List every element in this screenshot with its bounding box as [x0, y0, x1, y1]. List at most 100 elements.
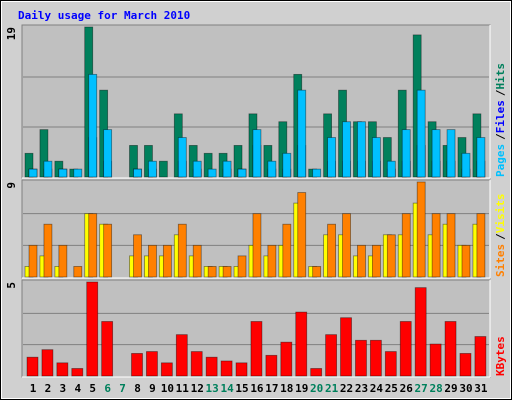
- x-tick-label: 16: [250, 382, 264, 395]
- bar: [446, 129, 456, 178]
- bar: [28, 244, 38, 278]
- x-tick-label: 11: [176, 382, 190, 395]
- bar: [327, 223, 337, 278]
- legend-entry: Pages: [494, 144, 507, 177]
- x-tick-label: 28: [429, 382, 442, 395]
- x-tick-label: 30: [459, 382, 472, 395]
- bar: [71, 368, 84, 377]
- bar: [43, 160, 53, 178]
- bar: [401, 213, 411, 278]
- bar: [474, 336, 487, 377]
- bar: [190, 351, 203, 377]
- x-tick-label: 26: [400, 382, 414, 395]
- chart-title: Daily usage for March 2010: [18, 9, 190, 22]
- bar: [431, 213, 441, 278]
- legend-entry: KBytes: [494, 336, 507, 376]
- bar: [192, 160, 202, 178]
- bar: [431, 129, 441, 178]
- bar: [384, 351, 397, 377]
- y-tick-label: 9: [5, 182, 18, 189]
- x-tick-label: 7: [119, 382, 126, 395]
- bar: [133, 234, 142, 278]
- bar: [133, 168, 142, 178]
- bar: [235, 362, 248, 377]
- bar: [357, 121, 366, 178]
- bar: [386, 234, 396, 278]
- x-tick-label: 1: [30, 382, 37, 395]
- bar: [88, 213, 98, 278]
- x-tick-label: 20: [310, 382, 323, 395]
- x-tick-label: 13: [206, 382, 219, 395]
- x-tick-label: 27: [415, 382, 428, 395]
- bar: [310, 368, 323, 377]
- bar: [340, 317, 352, 377]
- legend-entry: Hits: [494, 63, 507, 90]
- bar: [56, 362, 69, 377]
- x-tick-label: 19: [295, 382, 308, 395]
- bar: [267, 244, 277, 278]
- bar: [43, 223, 53, 278]
- x-tick-label: 31: [474, 382, 488, 395]
- bar: [459, 353, 472, 377]
- x-tick-label: 17: [265, 382, 278, 395]
- bar: [220, 360, 233, 377]
- legend: Pages/Files/Hits: [494, 63, 507, 177]
- bar: [327, 137, 337, 178]
- bar: [325, 334, 338, 377]
- bar: [148, 160, 157, 178]
- bar: [58, 244, 68, 278]
- legend-entry: Visits: [494, 194, 507, 234]
- legend-separator: /: [494, 89, 507, 96]
- bar: [88, 73, 98, 178]
- bar: [342, 121, 351, 178]
- bar: [103, 129, 113, 178]
- legend-separator: /: [494, 133, 507, 140]
- x-tick-label: 21: [325, 382, 339, 395]
- legend-separator: /: [494, 233, 507, 240]
- bar: [177, 137, 187, 178]
- x-tick-label: 24: [370, 382, 384, 395]
- bar: [461, 152, 471, 178]
- x-tick-label: 25: [385, 382, 398, 395]
- bar: [371, 244, 381, 278]
- bar: [148, 244, 157, 278]
- bar: [476, 137, 486, 178]
- bar: [282, 152, 292, 178]
- bar: [250, 321, 263, 377]
- bar: [416, 89, 426, 178]
- bar: [252, 213, 262, 278]
- bar: [237, 168, 247, 178]
- bar: [222, 160, 232, 178]
- bar: [414, 287, 427, 377]
- bar: [26, 356, 39, 377]
- bar: [446, 213, 456, 278]
- x-tick-label: 14: [220, 382, 234, 395]
- bar: [162, 244, 172, 278]
- bar: [369, 339, 382, 377]
- bar: [444, 321, 457, 377]
- y-tick-label: 5: [5, 282, 18, 289]
- bar: [342, 213, 351, 278]
- bar: [73, 168, 83, 178]
- x-tick-label: 29: [444, 382, 457, 395]
- bar: [73, 266, 83, 278]
- bar: [237, 255, 247, 278]
- bar: [177, 223, 187, 278]
- bar: [28, 168, 38, 178]
- bar: [297, 192, 307, 278]
- legend-entry: Sites: [494, 244, 507, 277]
- bar: [160, 362, 173, 377]
- legend: Sites /Visits: [494, 194, 507, 278]
- bar: [357, 244, 366, 278]
- bar: [41, 349, 54, 377]
- bar: [386, 160, 396, 178]
- x-tick-label: 18: [280, 382, 293, 395]
- bar: [192, 244, 202, 278]
- bar: [416, 181, 426, 278]
- x-tick-label: 22: [340, 382, 353, 395]
- bar: [295, 311, 308, 377]
- bar: [399, 321, 412, 377]
- bar: [131, 353, 143, 377]
